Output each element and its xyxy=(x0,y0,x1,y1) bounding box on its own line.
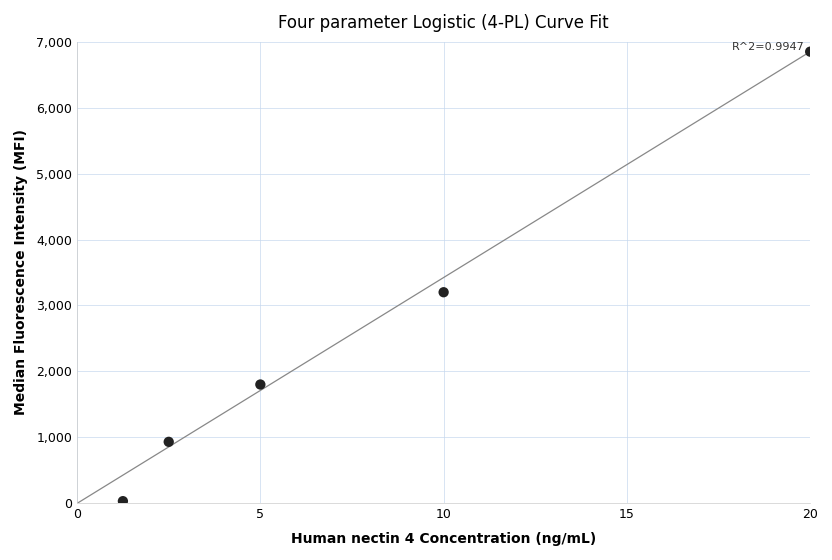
Point xyxy=(254,380,267,389)
Y-axis label: Median Fluorescence Intensity (MFI): Median Fluorescence Intensity (MFI) xyxy=(14,129,28,416)
Point xyxy=(804,47,817,56)
Title: Four parameter Logistic (4-PL) Curve Fit: Four parameter Logistic (4-PL) Curve Fit xyxy=(279,14,609,32)
X-axis label: Human nectin 4 Concentration (ng/mL): Human nectin 4 Concentration (ng/mL) xyxy=(291,532,597,546)
Point xyxy=(116,497,130,506)
Text: R^2=0.9947: R^2=0.9947 xyxy=(732,42,805,52)
Point xyxy=(437,288,450,297)
Point xyxy=(162,437,176,446)
